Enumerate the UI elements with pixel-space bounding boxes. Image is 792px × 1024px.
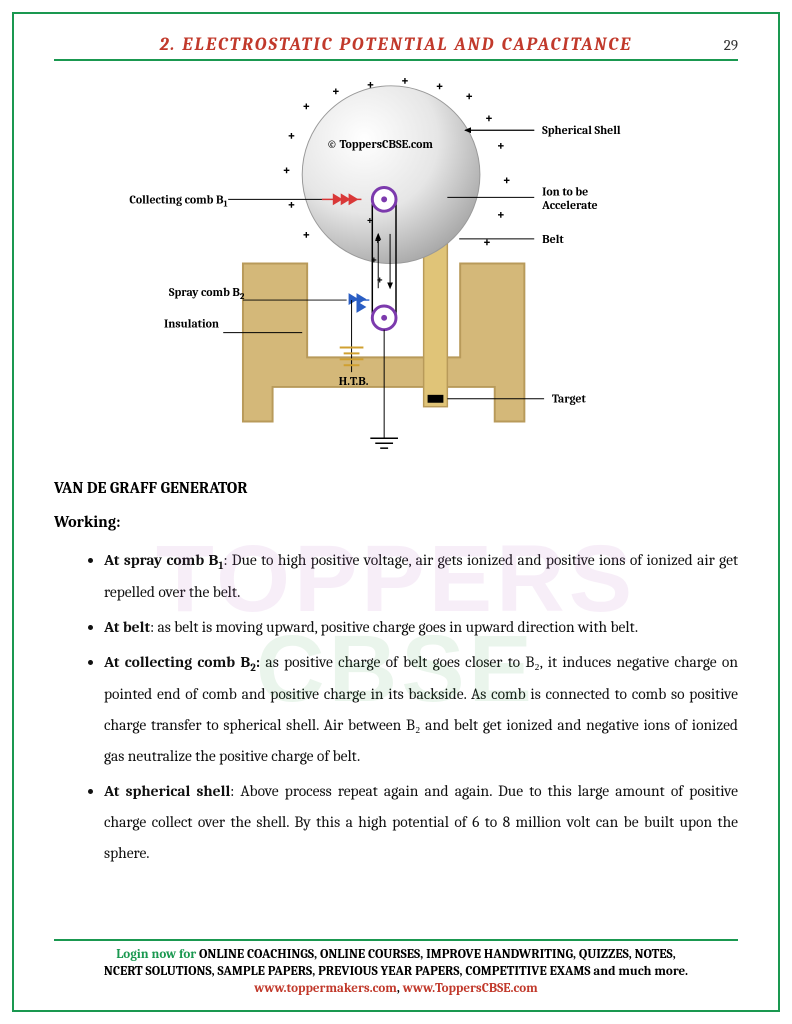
footer: Login now for ONLINE COACHINGS, ONLINE C… bbox=[54, 939, 738, 996]
svg-text:+: + bbox=[282, 164, 290, 179]
footer-url-1[interactable]: www.toppermakers.com bbox=[254, 981, 397, 996]
footer-url-2[interactable]: www.ToppersCBSE.com bbox=[403, 981, 538, 996]
bullet-lead: At belt bbox=[104, 618, 150, 636]
svg-text:+: + bbox=[435, 80, 443, 95]
header-row: 2. ELECTROSTATIC POTENTIAL AND CAPACITAN… bbox=[54, 34, 738, 55]
svg-text:+: + bbox=[366, 213, 373, 227]
svg-text:+: + bbox=[483, 236, 491, 251]
footer-line-1: Login now for ONLINE COACHINGS, ONLINE C… bbox=[54, 947, 738, 964]
svg-text:+: + bbox=[287, 129, 295, 144]
spray-comb-icon bbox=[349, 293, 370, 342]
diagram-watermark: © ToppersCBSE.com bbox=[327, 137, 434, 151]
footer-offerings-1: ONLINE COACHINGS, ONLINE COURSES, IMPROV… bbox=[199, 947, 676, 962]
bullet-list: At spray comb B1: Due to high positive v… bbox=[54, 545, 738, 869]
label-spherical-shell: Spherical Shell bbox=[542, 123, 621, 137]
section-subheading: Working: bbox=[54, 513, 738, 531]
svg-text:+: + bbox=[332, 85, 340, 100]
spherical-shell bbox=[302, 86, 480, 264]
footer-line-2: NCERT SOLUTIONS, SAMPLE PAPERS, PREVIOUS… bbox=[54, 964, 738, 981]
svg-text:+: + bbox=[366, 78, 374, 93]
pulley-top-axle bbox=[381, 196, 387, 202]
van-de-graff-diagram: +++++++++++++++ ++++ bbox=[126, 71, 666, 461]
chapter-title: 2. ELECTROSTATIC POTENTIAL AND CAPACITAN… bbox=[94, 34, 698, 55]
svg-text:+: + bbox=[376, 272, 383, 286]
header-divider bbox=[54, 59, 738, 61]
footer-links: www.toppermakers.com, www.ToppersCBSE.co… bbox=[54, 981, 738, 996]
label-target: Target bbox=[552, 392, 586, 406]
svg-text:+: + bbox=[374, 233, 381, 247]
label-collecting-comb: Collecting comb B1 bbox=[129, 192, 227, 209]
svg-text:+: + bbox=[287, 198, 295, 213]
label-htb: H.T.B. bbox=[339, 374, 369, 388]
svg-text:+: + bbox=[497, 139, 505, 154]
footer-divider bbox=[54, 939, 738, 941]
list-item: At spherical shell: Above process repeat… bbox=[104, 776, 738, 869]
svg-text:+: + bbox=[302, 99, 310, 114]
svg-text:+: + bbox=[302, 228, 310, 243]
pulley-bottom-axle bbox=[381, 315, 387, 321]
bullet-text: : as belt is moving upward, positive cha… bbox=[150, 618, 638, 636]
page-number: 29 bbox=[698, 36, 738, 54]
footer-login-text: Login now for bbox=[116, 947, 199, 962]
list-item: At collecting comb B2: as positive charg… bbox=[104, 647, 738, 772]
svg-text:+: + bbox=[370, 253, 377, 267]
svg-text:+: + bbox=[497, 208, 505, 223]
diagram-container: +++++++++++++++ ++++ bbox=[54, 71, 738, 461]
svg-text:+: + bbox=[465, 90, 473, 105]
label-belt: Belt bbox=[542, 232, 564, 246]
bullet-lead: At spherical shell bbox=[104, 782, 230, 800]
section-title: VAN DE GRAFF GENERATOR bbox=[54, 479, 738, 497]
page-content: 2. ELECTROSTATIC POTENTIAL AND CAPACITAN… bbox=[14, 14, 778, 1010]
list-item: At spray comb B1: Due to high positive v… bbox=[104, 545, 738, 608]
label-ion-2: Accelerate bbox=[541, 198, 598, 212]
svg-text:+: + bbox=[401, 74, 409, 89]
svg-text:+: + bbox=[503, 174, 511, 189]
ground-symbol bbox=[370, 438, 398, 448]
bullet-lead: At collecting comb B bbox=[104, 653, 250, 671]
label-spray-comb: Spray comb B2 bbox=[169, 285, 245, 302]
list-item: At belt: as belt is moving upward, posit… bbox=[104, 612, 738, 643]
bullet-lead: At spray comb B bbox=[104, 551, 218, 569]
label-insulation: Insulation bbox=[164, 317, 219, 331]
svg-text:+: + bbox=[485, 111, 493, 126]
target-box bbox=[428, 395, 444, 403]
label-ion-1: Ion to be bbox=[542, 184, 588, 198]
